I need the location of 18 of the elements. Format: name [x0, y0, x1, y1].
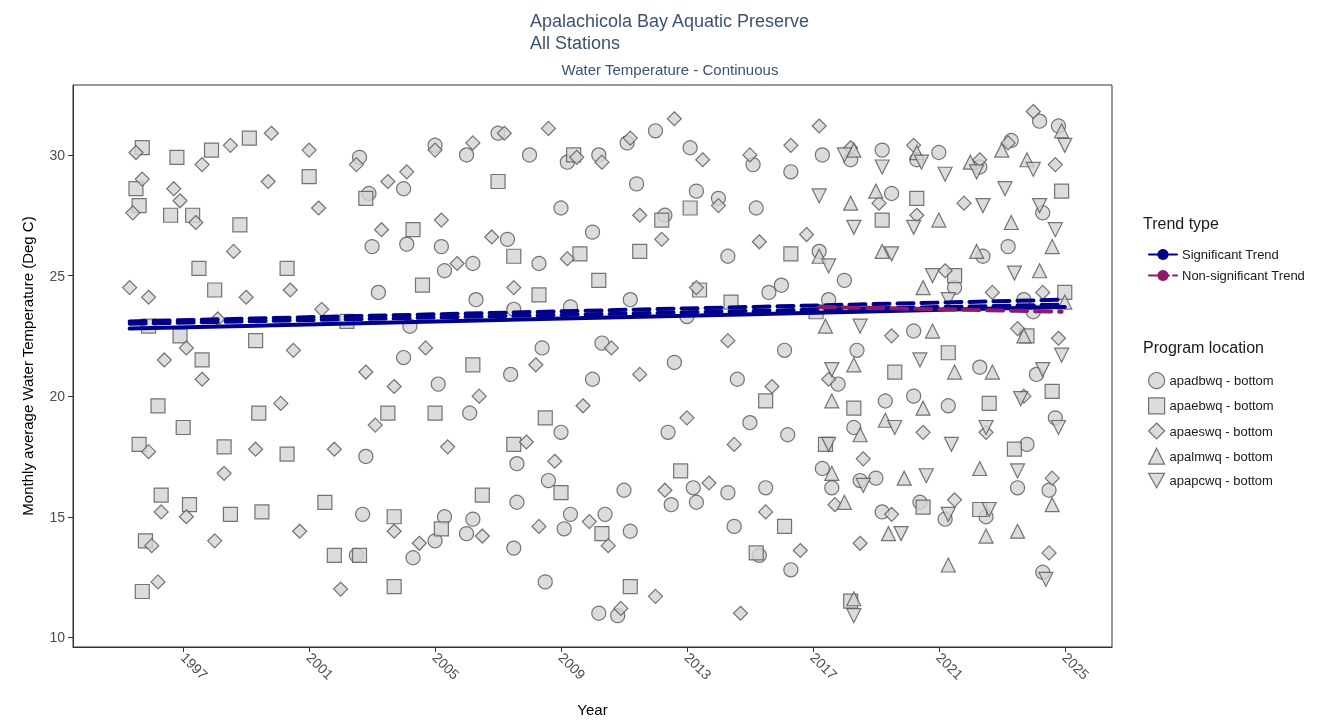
text: Trend type: [1143, 214, 1219, 232]
legend-label: apaebwq - bottom: [1169, 398, 1274, 414]
legend-label: Non-significant Trend: [1182, 268, 1305, 283]
chart-title: Apalachicola Bay Aquatic Preserve All Stations: [529, 11, 810, 53]
legend-label: apaeswq - bottom: [1169, 423, 1273, 439]
text: Program location: [1143, 338, 1264, 356]
legend-label: apalmwq - bottom: [1169, 448, 1273, 464]
y-axis-title: Monthly average Water Temperature (Deg C): [19, 216, 36, 516]
y-tick-label: 30: [49, 146, 66, 163]
legend-label: apapcwq - bottom: [1169, 473, 1273, 489]
y-tick-label: 10: [49, 629, 66, 646]
y-tick-label: 25: [49, 267, 66, 284]
chart-subtitle: Water Temperature - Continuous: [561, 61, 779, 78]
legend-label: apadbwq - bottom: [1169, 373, 1274, 389]
y-tick-label: 20: [49, 388, 66, 405]
legend-label: Significant Trend: [1182, 247, 1279, 262]
x-axis-title: Year: [577, 701, 608, 718]
y-tick-label: 15: [49, 508, 66, 525]
